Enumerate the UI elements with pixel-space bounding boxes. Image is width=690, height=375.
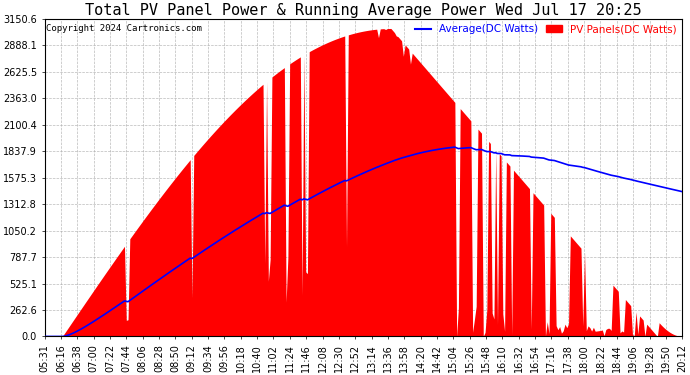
Legend: Average(DC Watts), PV Panels(DC Watts): Average(DC Watts), PV Panels(DC Watts) [411, 20, 681, 38]
Text: Copyright 2024 Cartronics.com: Copyright 2024 Cartronics.com [46, 24, 201, 33]
Title: Total PV Panel Power & Running Average Power Wed Jul 17 20:25: Total PV Panel Power & Running Average P… [85, 3, 642, 18]
